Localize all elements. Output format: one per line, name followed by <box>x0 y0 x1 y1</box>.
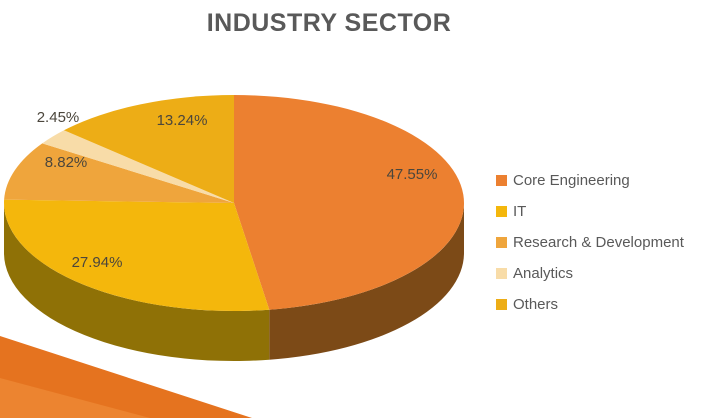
legend-item-others[interactable]: Others <box>496 289 684 320</box>
pie-side-it <box>4 203 270 361</box>
legend-swatch <box>496 206 507 217</box>
pie-slice-research-development[interactable] <box>4 143 235 203</box>
data-label-others: 13.24% <box>157 112 208 129</box>
pie-slice-core-engineering[interactable] <box>234 95 465 310</box>
pie-slice-it[interactable] <box>3 199 270 312</box>
legend-swatch <box>496 237 507 248</box>
chart-title: INDUSTRY SECTOR <box>206 9 452 37</box>
legend-label: IT <box>513 203 527 220</box>
legend: Core Engineering IT Research & Development… <box>496 165 684 320</box>
legend-swatch <box>496 268 507 279</box>
corner-ribbon-light <box>0 378 150 418</box>
pie-slice-others[interactable] <box>63 95 234 203</box>
legend-item-core-engineering[interactable]: Core Engineering <box>496 165 684 196</box>
pie-side-core-engineering <box>269 203 464 360</box>
data-label-core-engineering: 47.55% <box>387 166 438 183</box>
legend-item-analytics[interactable]: Analytics <box>496 258 684 289</box>
data-label-it: 27.94% <box>72 254 123 271</box>
pie-slice-analytics[interactable] <box>42 130 235 203</box>
data-label-research-development: 8.82% <box>45 154 88 171</box>
legend-item-it[interactable]: IT <box>496 196 684 227</box>
legend-label: Analytics <box>513 265 574 282</box>
legend-swatch <box>496 175 507 186</box>
legend-label: Research & Development <box>513 234 684 251</box>
legend-label: Others <box>513 296 559 313</box>
data-label-analytics: 2.45% <box>37 109 80 126</box>
legend-item-research-development[interactable]: Research & Development <box>496 227 684 258</box>
legend-swatch <box>496 299 507 310</box>
legend-label: Core Engineering <box>513 172 630 189</box>
